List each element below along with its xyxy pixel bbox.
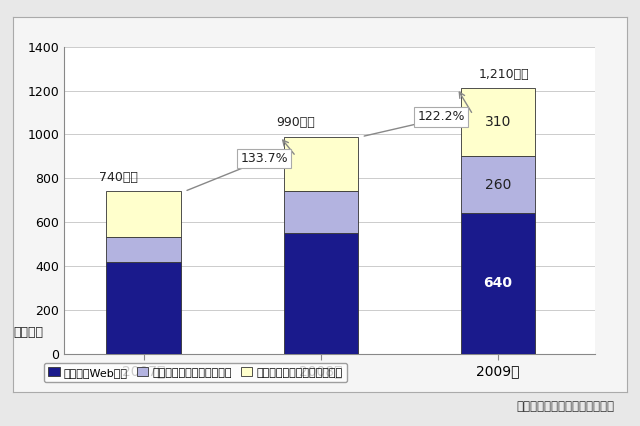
Bar [106, 262, 181, 354]
Text: 1,210億円: 1,210億円 [479, 68, 530, 81]
Bar [461, 156, 535, 213]
Bar [284, 137, 358, 191]
Bar [106, 237, 181, 262]
Text: 133.7%: 133.7% [240, 152, 288, 165]
Text: 310: 310 [484, 115, 511, 130]
Text: 640: 640 [483, 276, 512, 291]
Text: （億円）: （億円） [14, 326, 44, 339]
Text: 990億円: 990億円 [276, 116, 316, 129]
Bar [461, 89, 535, 156]
Legend: モバイルWeb広告, モバイルリスティング広告, モバイルアフィリエイト広告: モバイルWeb広告, モバイルリスティング広告, モバイルアフィリエイト広告 [44, 363, 347, 382]
Text: 122.2%: 122.2% [417, 110, 465, 124]
Bar [284, 233, 358, 354]
Text: 260: 260 [484, 178, 511, 192]
Bar [106, 191, 181, 237]
Bar [284, 191, 358, 233]
Text: （シード・プランニング作成）: （シード・プランニング作成） [516, 400, 614, 413]
Bar [461, 213, 535, 354]
Text: 740億円: 740億円 [99, 171, 138, 184]
